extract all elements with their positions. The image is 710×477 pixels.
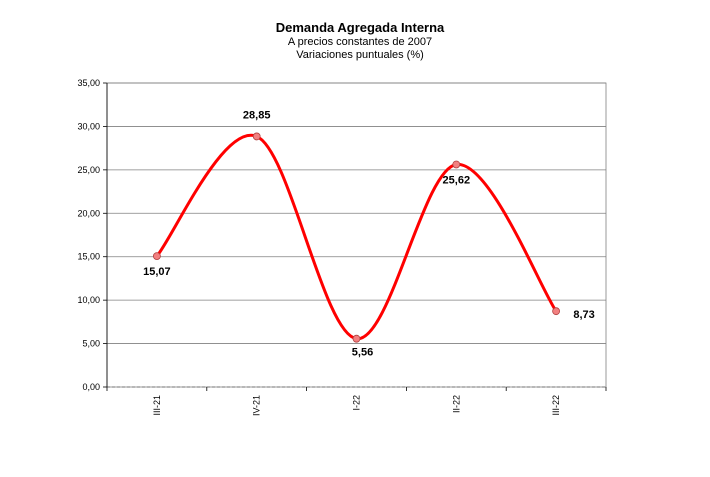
data-point-0 xyxy=(152,252,161,261)
data-point-3 xyxy=(452,160,461,169)
data-label-4: 8,73 xyxy=(573,309,594,321)
y-tick-label-0: 0,00 xyxy=(82,382,100,392)
y-tick-label-6: 30,00 xyxy=(77,121,100,131)
chart-subtitle: A precios constantes de 2007 xyxy=(287,36,433,48)
data-point-2 xyxy=(352,334,361,343)
x-tick-label-2: I-22 xyxy=(352,395,362,411)
data-point-4 xyxy=(552,307,560,316)
chart-titles: Demanda Agregada Interna A precios const… xyxy=(0,20,710,62)
data-label-1: 28,85 xyxy=(243,109,271,121)
data-label-3: 25,62 xyxy=(443,174,471,186)
y-tick-label-2: 10,00 xyxy=(77,295,100,305)
x-tick-label-4: III-22 xyxy=(551,395,561,416)
x-tick-label-1: IV-21 xyxy=(252,395,262,416)
y-tick-label-1: 5,00 xyxy=(82,339,100,349)
data-point-1 xyxy=(252,132,261,141)
y-tick-label-4: 20,00 xyxy=(77,208,100,218)
y-tick-label-7: 35,00 xyxy=(77,78,100,88)
data-label-0: 15,07 xyxy=(143,266,171,278)
x-tick-label-0: III-21 xyxy=(152,395,162,416)
series-line xyxy=(155,133,558,341)
y-tick-label-3: 15,00 xyxy=(77,252,100,262)
y-tick-label-5: 25,00 xyxy=(77,165,100,175)
chart-subtitle-units: Variaciones puntuales (%) xyxy=(296,49,424,61)
chart-title: Demanda Agregada Interna xyxy=(275,20,445,35)
x-tick-label-3: II-22 xyxy=(451,395,461,413)
data-label-2: 5,56 xyxy=(352,347,373,359)
